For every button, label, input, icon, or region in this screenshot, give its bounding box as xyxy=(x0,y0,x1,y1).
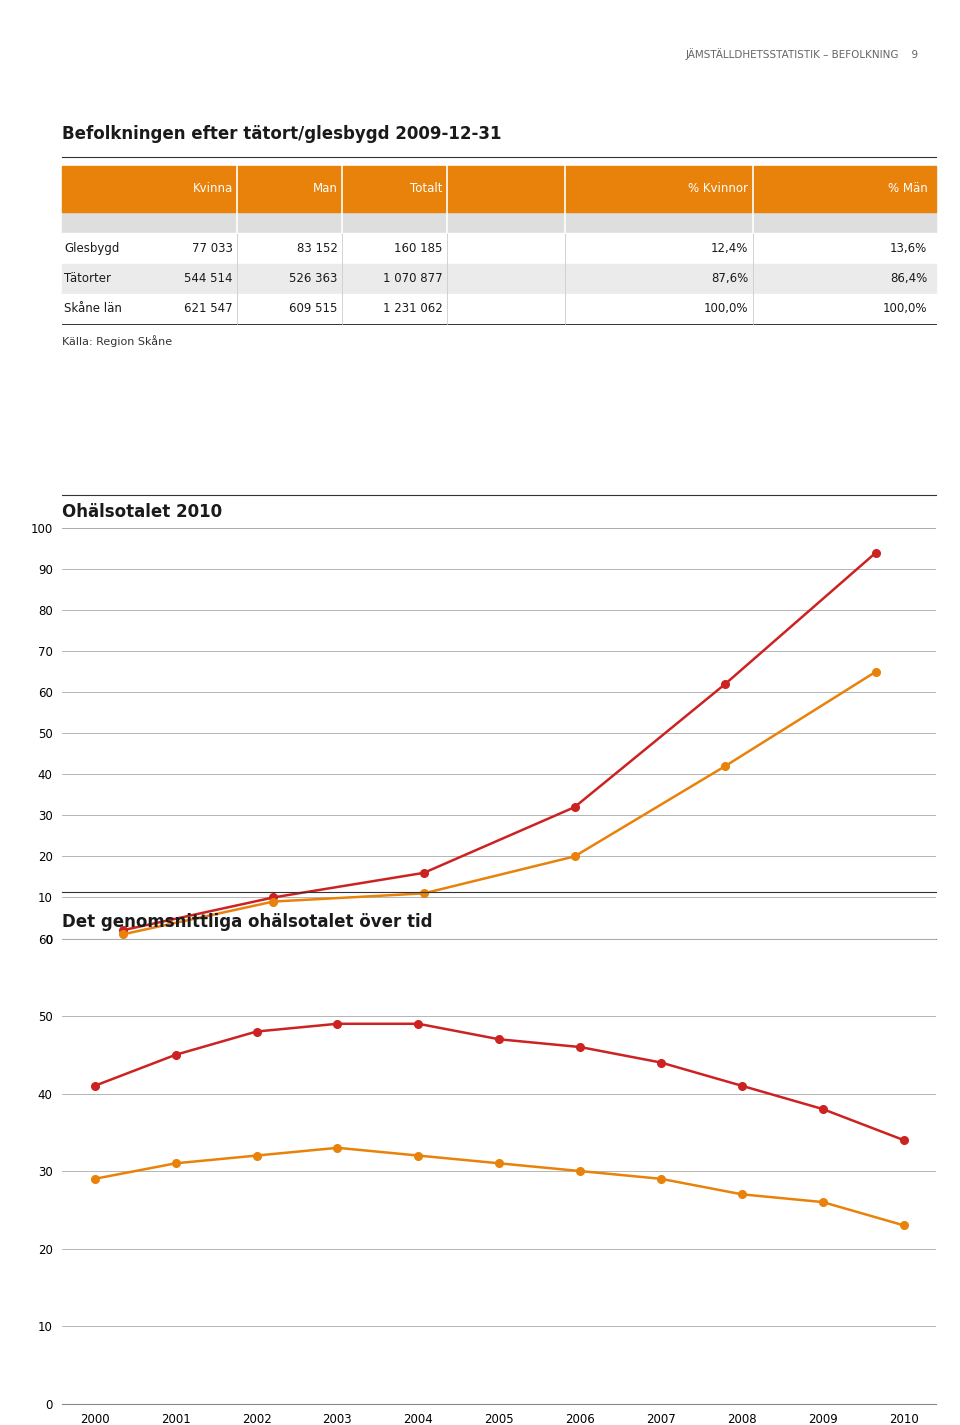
Text: 83 152: 83 152 xyxy=(297,242,338,255)
Text: 621 547: 621 547 xyxy=(184,302,232,315)
Text: 100,0%: 100,0% xyxy=(883,302,927,315)
Text: 609 515: 609 515 xyxy=(289,302,338,315)
Text: Källa: Region Skåne: Källa: Region Skåne xyxy=(62,335,173,346)
Text: % Män: % Män xyxy=(887,182,927,195)
Text: 86,4%: 86,4% xyxy=(890,272,927,285)
Bar xyxy=(62,165,936,212)
Text: 100,0%: 100,0% xyxy=(704,302,748,315)
Text: Totalt: Totalt xyxy=(410,182,443,195)
Bar xyxy=(62,264,936,294)
Text: Tätorter: Tätorter xyxy=(64,272,111,285)
Text: 1 070 877: 1 070 877 xyxy=(383,272,443,285)
Bar xyxy=(62,294,936,323)
Bar xyxy=(62,234,936,264)
Legend: Kvinnor, Män: Kvinnor, Män xyxy=(69,992,253,1015)
Text: Befolkningen efter tätort/glesbygd 2009-12-31: Befolkningen efter tätort/glesbygd 2009-… xyxy=(62,125,502,142)
Text: 87,6%: 87,6% xyxy=(711,272,748,285)
Text: 77 033: 77 033 xyxy=(192,242,232,255)
Text: 12,4%: 12,4% xyxy=(710,242,748,255)
Text: Skåne län: Skåne län xyxy=(64,302,122,315)
Text: 544 514: 544 514 xyxy=(184,272,232,285)
Bar xyxy=(62,212,936,234)
Text: 160 185: 160 185 xyxy=(394,242,443,255)
Text: JÄMSTÄLLDHETSSTATISTIK – BEFOLKNING    9: JÄMSTÄLLDHETSSTATISTIK – BEFOLKNING 9 xyxy=(685,48,919,60)
Text: Det genomsnittliga ohälsotalet över tid: Det genomsnittliga ohälsotalet över tid xyxy=(62,913,433,932)
Text: Kvinna: Kvinna xyxy=(193,182,232,195)
Text: 1 231 062: 1 231 062 xyxy=(383,302,443,315)
Text: % Kvinnor: % Kvinnor xyxy=(688,182,748,195)
Text: 13,6%: 13,6% xyxy=(890,242,927,255)
Text: Ohälsotalet 2010: Ohälsotalet 2010 xyxy=(62,503,223,522)
Text: Glesbygd: Glesbygd xyxy=(64,242,120,255)
Text: Man: Man xyxy=(313,182,338,195)
Text: Källa: Försäkringskassan: Källa: Försäkringskassan xyxy=(62,1053,207,1066)
Text: 526 363: 526 363 xyxy=(289,272,338,285)
